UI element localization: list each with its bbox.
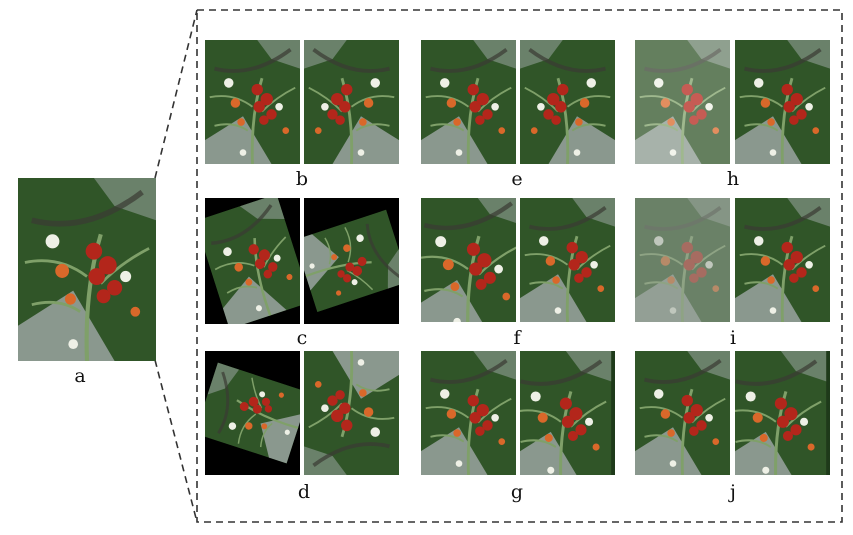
photo-h-left [635,40,730,164]
photo-j-left [635,351,730,475]
dashed-border [196,9,843,523]
photo-g-right [520,351,615,475]
photo-i-right [735,198,830,322]
label-a: a [74,365,86,387]
photo-original [18,178,156,361]
label-j: j [730,481,736,503]
label-h: h [726,168,740,190]
photo-j-right [735,351,830,475]
photo-h-right [735,40,830,164]
photo-b-right [304,40,399,164]
label-d: d [297,481,311,503]
photo-f-left [421,198,516,322]
photo-c-right [304,198,399,324]
photo-i-left [635,198,730,322]
connector-bottom [154,359,198,523]
label-g: g [510,481,524,503]
label-f: f [513,327,521,349]
label-e: e [511,168,523,190]
label-i: i [729,327,737,349]
photo-f-right [520,198,615,322]
photo-g-left [421,351,516,475]
photo-d-right [304,351,399,475]
photo-c-left [205,198,300,324]
photo-e-left [421,40,516,164]
photo-d-left [205,351,300,475]
photo-b-left [205,40,300,164]
label-c: c [296,327,308,349]
label-b: b [295,168,309,190]
connector-top [154,9,198,179]
photo-e-right [520,40,615,164]
